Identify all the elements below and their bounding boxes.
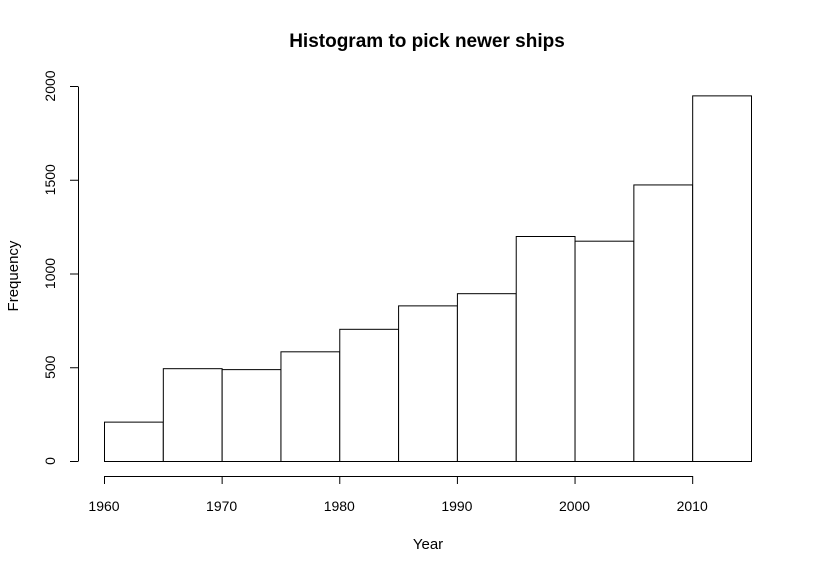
y-axis: 0 500 1000 1500 2000 (42, 70, 79, 465)
y-tick-label-1500: 1500 (42, 164, 58, 195)
x-tick-label-1970: 1970 (206, 498, 237, 514)
y-axis-label: Frequency (5, 240, 22, 311)
histogram-bar-2005-2010 (633, 184, 694, 462)
x-tick-label-1980: 1980 (324, 498, 355, 514)
histogram-bar-1970-1975 (221, 369, 282, 462)
y-tick-label-2000: 2000 (42, 70, 58, 101)
x-tick-label-1960: 1960 (88, 498, 119, 514)
x-tick-label-2000: 2000 (559, 498, 590, 514)
y-tick-label-500: 500 (42, 355, 58, 379)
histogram-bar-2010-2015 (692, 95, 753, 462)
x-axis-label: Year (413, 536, 443, 553)
y-tick-label-0: 0 (42, 457, 58, 465)
y-tick-label-1000: 1000 (42, 258, 58, 289)
x-axis: 1960 1970 1980 1990 2000 2010 (88, 476, 708, 514)
bars-group (104, 95, 753, 462)
histogram-bar-1975-1980 (280, 351, 341, 462)
histogram-bar-1995-2000 (515, 236, 576, 462)
histogram-bar-1980-1985 (339, 328, 400, 462)
histogram-bar-1965-1970 (162, 368, 223, 462)
x-tick-label-2010: 2010 (677, 498, 708, 514)
histogram-bar-1990-1995 (456, 293, 517, 462)
x-tick-label-1990: 1990 (441, 498, 472, 514)
histogram-bar-2000-2005 (574, 240, 635, 462)
chart-title: Histogram to pick newer ships (289, 31, 565, 52)
histogram-bar-1985-1990 (398, 305, 458, 462)
histogram-bar-1960-1965 (104, 421, 164, 462)
